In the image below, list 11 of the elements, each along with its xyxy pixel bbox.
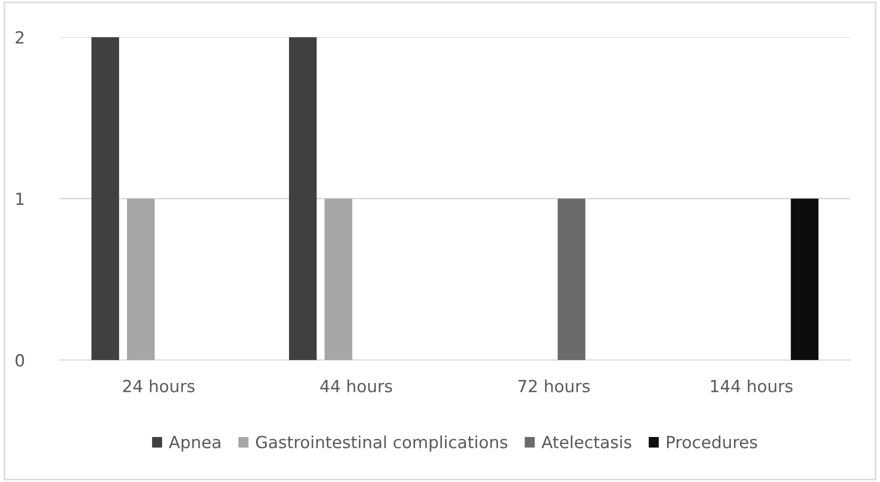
legend-label: Procedures (667, 435, 758, 448)
legend-label: Atelectasis (542, 435, 632, 448)
y-tick-label: 2 (16, 31, 24, 44)
legend-label: Apnea (168, 436, 220, 452)
x-tick-label: 144 hours (711, 380, 792, 392)
x-tick-label: 24 hours (123, 380, 194, 392)
x-tick-label: 44 hours (320, 380, 392, 392)
legend-label: Gastrointestinal complications (256, 435, 508, 452)
y-tick-label: 1 (16, 192, 24, 205)
x-tick-label: 72 hours (518, 380, 590, 392)
y-tick-label: 0 (16, 354, 24, 367)
